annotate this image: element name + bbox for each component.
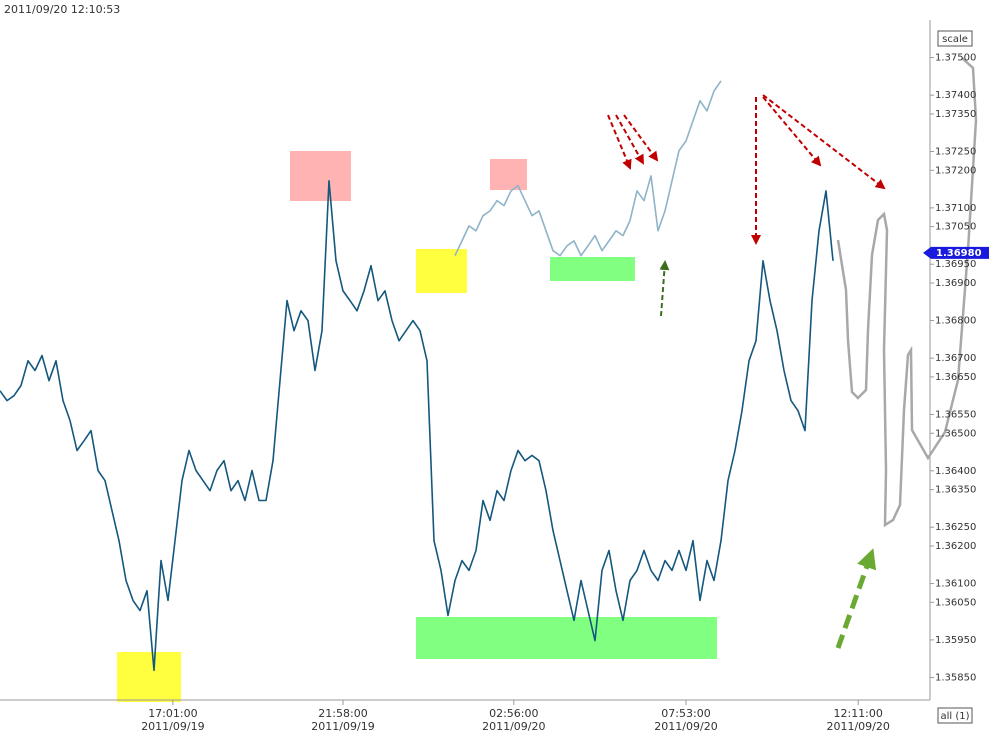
x-tick-date: 2011/09/20 <box>654 720 717 733</box>
y-tick-label: 1.36100 <box>935 579 976 590</box>
highlight-box <box>416 617 717 659</box>
y-tick-label: 1.36200 <box>935 541 976 552</box>
y-tick-label: 1.37050 <box>935 222 976 233</box>
arrow <box>607 114 632 170</box>
x-tick-label: 17:01:00 <box>148 707 197 720</box>
y-tick-label: 1.37400 <box>935 90 976 101</box>
annotations <box>117 151 717 702</box>
x-tick-date: 2011/09/20 <box>482 720 545 733</box>
y-tick-label: 1.35950 <box>935 635 976 646</box>
y-tick-label: 1.36550 <box>935 409 976 420</box>
y-tick-label: 1.37100 <box>935 203 976 214</box>
timestamp: 2011/09/20 12:10:53 <box>4 3 120 16</box>
y-tick-label: 1.36800 <box>935 316 976 327</box>
y-tick-label: 1.36650 <box>935 372 976 383</box>
highlight-box <box>490 159 527 190</box>
arrow <box>835 548 877 649</box>
scale-button-label[interactable]: scale <box>942 34 968 45</box>
y-tick-label: 1.36500 <box>935 428 976 439</box>
y-tick-label: 1.37200 <box>935 165 976 176</box>
y-tick-label: 1.36050 <box>935 597 976 608</box>
highlight-box <box>550 257 635 281</box>
annotations <box>607 57 978 649</box>
price-line <box>0 180 834 672</box>
y-tick-label: 1.36700 <box>935 353 976 364</box>
x-tick-label: 02:56:00 <box>489 707 538 720</box>
x-tick-label: 12:11:00 <box>833 707 882 720</box>
y-tick-label: 1.36250 <box>935 522 976 533</box>
arrow <box>762 96 822 167</box>
all-button-label[interactable]: all (1) <box>940 711 969 722</box>
y-tick-label: 1.36950 <box>935 259 976 270</box>
arrow <box>623 114 659 162</box>
x-tick-date: 2011/09/20 <box>826 720 889 733</box>
plot <box>0 80 834 672</box>
x-tick-date: 2011/09/19 <box>141 720 204 733</box>
freehand-projection <box>836 57 978 528</box>
current-price-marker <box>923 246 989 259</box>
scale-button[interactable] <box>937 30 973 47</box>
x-tick-label: 07:53:00 <box>661 707 710 720</box>
highlight-box <box>117 652 181 702</box>
y-tick-label: 1.36400 <box>935 466 976 477</box>
highlight-box <box>290 151 351 201</box>
price-line <box>454 80 722 257</box>
all-button[interactable] <box>937 707 973 724</box>
highlight-box <box>416 249 467 293</box>
arrow <box>762 94 886 190</box>
y-tick-label: 1.36900 <box>935 278 976 289</box>
arrow <box>615 114 644 165</box>
y-tick-label: 1.37350 <box>935 109 976 120</box>
x-tick-date: 2011/09/19 <box>311 720 374 733</box>
y-tick-label: 1.36350 <box>935 485 976 496</box>
y-tick-label: 1.37500 <box>935 53 976 64</box>
current-price-label: 1.36980 <box>936 248 982 259</box>
x-tick-label: 21:58:00 <box>318 707 367 720</box>
y-tick-label: 1.35850 <box>935 672 976 683</box>
y-tick-label: 1.37250 <box>935 146 976 157</box>
arrow <box>659 260 670 317</box>
